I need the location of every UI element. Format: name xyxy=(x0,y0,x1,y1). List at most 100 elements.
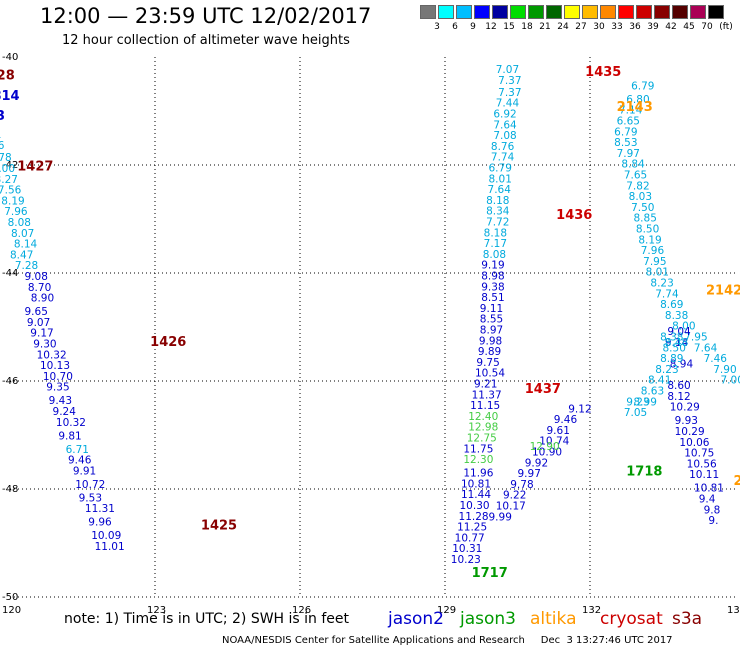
pass-time-label: 2143 xyxy=(617,100,653,115)
wave-height-value: 8.63 xyxy=(641,386,664,398)
wave-height-value: 7.82 xyxy=(626,180,649,192)
time-labels: 1428 1814 1813 1427 1426 1425 1435 2143 1436 2142… xyxy=(0,65,740,581)
track-t6: 7.077.377.377.446.927.647.088.767.746.79… xyxy=(483,64,522,261)
wave-height-value: 7.96 xyxy=(641,245,665,257)
wave-height-value: 7.56 xyxy=(0,185,22,197)
wave-height-value: 12.40 xyxy=(468,411,498,423)
wave-height-value: 9.89 xyxy=(478,346,501,358)
legend-level-label: 24 xyxy=(557,22,569,32)
wave-height-value: 10.32 xyxy=(56,417,86,429)
wave-height-value: 10.90 xyxy=(532,447,562,459)
lon-label: 129 xyxy=(437,605,456,616)
wave-height-value: 7.37 xyxy=(498,75,521,87)
wave-height-value: 8.38 xyxy=(665,310,688,322)
track-t14: 9.049.148.948.608.1210.299.9310.2910.061… xyxy=(665,326,724,527)
wave-height-value: 7.05 xyxy=(624,407,647,419)
wave-height-value: 10.09 xyxy=(91,530,121,542)
wave-height-value: 9.38 xyxy=(481,281,504,293)
pass-time-label: 2142 xyxy=(706,284,740,299)
wave-height-value: 8.34 xyxy=(486,206,510,218)
legend-swatch xyxy=(438,5,454,19)
wave-height-value: 11.44 xyxy=(461,489,491,501)
wave-height-value: 7.50 xyxy=(631,202,654,214)
wave-height-value: 9.8 xyxy=(704,504,721,516)
lat-label: -46 xyxy=(2,376,18,387)
wave-height-value: 10.77 xyxy=(455,532,485,544)
wave-height-value: 10.56 xyxy=(687,458,717,470)
lat-label: -48 xyxy=(2,484,18,495)
wave-height-value: 7.44 xyxy=(496,98,520,110)
legend-swatch xyxy=(420,5,436,19)
wave-height-value: 8.18 xyxy=(486,195,509,207)
wave-height-value: 8.07 xyxy=(11,228,34,240)
wave-height-value: 9.22 xyxy=(503,490,526,502)
wave-height-value: 7.95 xyxy=(643,256,666,268)
wave-height-value: 7.46 xyxy=(704,353,728,365)
wave-height-value: 11.25 xyxy=(457,522,487,534)
wave-height-value: 8.50 xyxy=(636,224,659,236)
wave-height-value: 7.65 xyxy=(624,170,647,182)
pass-time-label: 1428 xyxy=(0,69,15,84)
wave-height-value: 11.37 xyxy=(472,389,502,401)
wave-height-value: 6.71 xyxy=(66,444,89,456)
wave-height-value: 12.30 xyxy=(463,454,493,466)
legend-level-label: 18 xyxy=(521,22,533,32)
wave-height-value: 6.76 xyxy=(0,140,5,152)
wave-height-value: 8.08 xyxy=(483,249,506,261)
wave-height-value: 9.17 xyxy=(30,328,53,340)
wave-height-value: 10.32 xyxy=(37,349,67,361)
legend-swatch xyxy=(654,5,670,19)
wave-height-value: 8.08 xyxy=(8,217,31,229)
wave-height-value: 9.46 xyxy=(68,455,92,467)
legend-swatch xyxy=(618,5,634,19)
track-t1: 6.807.107.045.365.997.687.217.116.76 xyxy=(0,129,5,152)
legend-level-label: 21 xyxy=(539,22,551,32)
wave-height-value: 8.01 xyxy=(646,267,669,279)
pass-time-label: 1435 xyxy=(585,65,621,80)
footer-note: note: 1) Time is in UTC; 2) SWH is in fe… xyxy=(64,611,350,627)
wave-height-value: 7.11 xyxy=(0,129,1,141)
wave-height-value: 10.54 xyxy=(475,368,505,380)
legend-level-label: 27 xyxy=(575,22,587,32)
lon-label: 120 xyxy=(2,605,21,616)
lon-label: 123 xyxy=(147,605,166,616)
wave-height-value: 9.93 xyxy=(675,415,698,427)
wave-height-value: 9.61 xyxy=(547,425,570,437)
lon-label: 132 xyxy=(582,605,601,616)
wave-height-value: 8.94 xyxy=(670,359,694,371)
wave-height-value: 9.53 xyxy=(79,492,102,504)
wave-height-value: 7.64 xyxy=(488,184,512,196)
track-t2: 7.788.008.277.568.197.968.088.078.148.47… xyxy=(0,152,38,272)
wave-height-value: 9.07 xyxy=(27,317,50,329)
satellite-legend-jason3: jason3 xyxy=(460,609,516,629)
lon-label: 126 xyxy=(292,605,311,616)
wave-height-value: 10.11 xyxy=(689,469,719,481)
legend-level-label: 9 xyxy=(470,22,476,32)
wave-height-value: 8.60 xyxy=(667,380,690,392)
wave-height-value: 9.35 xyxy=(46,382,69,394)
wave-height-value: 10.17 xyxy=(496,501,526,513)
wave-height-value: 8.23 xyxy=(650,278,673,290)
track-t9: 11.75 11.9610.8111.4410.3011.2811.2510.77… xyxy=(451,443,494,566)
wave-height-value: 9.43 xyxy=(49,395,72,407)
legend-swatch xyxy=(582,5,598,19)
wave-height-value: 7.74 xyxy=(491,152,515,164)
track-t7: 9.198.989.388.519.118.558.979.989.899.75… xyxy=(470,260,505,412)
wave-height-value: 10.70 xyxy=(43,371,73,383)
wave-height-value: 10.13 xyxy=(40,360,70,372)
wave-height-value: 9.98 xyxy=(479,335,502,347)
legend-level-label: 42 xyxy=(665,22,677,32)
wave-height-value: 11.15 xyxy=(470,400,500,412)
lat-label: -50 xyxy=(2,592,18,603)
lat-label: -44 xyxy=(2,268,18,279)
wave-height-value: 9.96 xyxy=(88,517,112,529)
wave-height-value: 7.72 xyxy=(486,216,509,228)
wave-height-value: 9.46 xyxy=(554,414,578,426)
wave-height-value: 7.74 xyxy=(655,288,679,300)
pass-time-label: 2 xyxy=(734,474,740,489)
wave-height-value: 10.29 xyxy=(670,402,700,414)
wave-height-value: 8.84 xyxy=(621,159,645,171)
wave-height-value: 8.55 xyxy=(480,314,503,326)
